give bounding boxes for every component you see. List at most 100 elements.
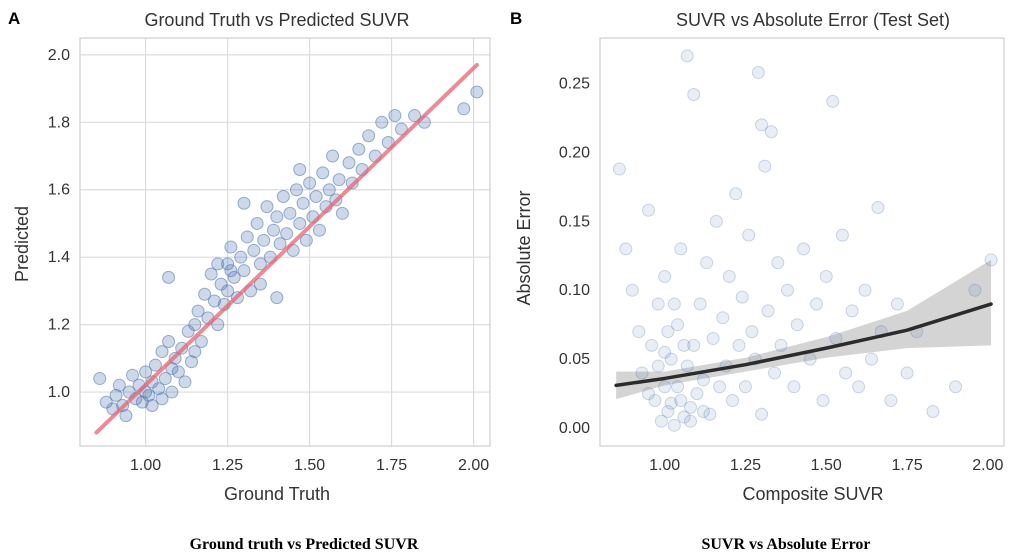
scatter-point-a bbox=[375, 115, 389, 129]
scatter-point-b bbox=[900, 366, 914, 380]
scatter-point-a bbox=[135, 395, 149, 409]
scatter-point-a bbox=[207, 294, 221, 308]
scatter-point-a bbox=[299, 233, 313, 247]
scatter-point-b bbox=[722, 269, 736, 283]
scatter-point-b bbox=[693, 297, 707, 311]
scatter-point-b bbox=[671, 318, 685, 332]
y-tick-label-b: 0.25 bbox=[559, 75, 590, 92]
scatter-point-b bbox=[726, 394, 740, 408]
scatter-point-b bbox=[758, 159, 772, 173]
x-tick-label-a: 1.00 bbox=[130, 457, 161, 474]
scatter-point-a bbox=[394, 122, 408, 136]
scatter-point-a bbox=[214, 277, 228, 291]
scatter-point-b bbox=[709, 214, 723, 228]
scatter-point-b bbox=[674, 394, 688, 408]
scatter-point-a bbox=[293, 163, 307, 177]
scatter-point-a bbox=[227, 270, 241, 284]
panel-a: A Ground Truth vs Predicted SUVR 1.00 1.2… bbox=[8, 9, 491, 553]
scatter-point-b bbox=[755, 407, 769, 421]
scatter-point-a bbox=[253, 257, 267, 271]
scatter-point-b bbox=[864, 352, 878, 366]
scatter-point-a bbox=[158, 372, 172, 386]
scatter-point-a bbox=[171, 365, 185, 379]
scatter-point-b bbox=[810, 297, 824, 311]
x-tick-label-a: 2.00 bbox=[458, 457, 489, 474]
scatter-point-a bbox=[408, 109, 422, 123]
x-tick-label-a: 1.75 bbox=[376, 457, 407, 474]
panel-letter-a: A bbox=[8, 9, 20, 28]
scatter-point-a bbox=[352, 142, 366, 156]
scatter-point-a bbox=[253, 277, 267, 291]
scatter-point-b bbox=[632, 325, 646, 339]
scatter-point-a bbox=[221, 257, 235, 271]
scatter-point-b bbox=[732, 338, 746, 352]
y-tick-label-b: 0.05 bbox=[559, 351, 590, 368]
scatter-point-b bbox=[700, 256, 714, 270]
scatter-point-b bbox=[735, 290, 749, 304]
scatter-point-a bbox=[211, 318, 225, 332]
scatter-point-b bbox=[654, 414, 668, 428]
scatter-point-a bbox=[185, 355, 199, 369]
scatter-point-a bbox=[250, 216, 264, 230]
scatter-point-a bbox=[270, 210, 284, 224]
x-axis-label-a: Ground Truth bbox=[224, 484, 330, 504]
scatter-point-b bbox=[671, 380, 685, 394]
x-tick-label-b: 1.50 bbox=[811, 457, 842, 474]
scatter-point-b bbox=[771, 256, 785, 270]
scatter-point-b bbox=[761, 304, 775, 318]
y-tick-label-a: 1.6 bbox=[48, 182, 70, 199]
fit-line-b bbox=[614, 302, 993, 388]
scatter-point-a bbox=[309, 189, 323, 203]
scatter-point-a bbox=[224, 240, 238, 254]
scatter-point-a bbox=[191, 304, 205, 318]
scatter-point-a bbox=[119, 409, 133, 423]
scatter-point-b bbox=[696, 373, 710, 387]
scatter-point-b bbox=[651, 359, 665, 373]
scatter-point-b bbox=[674, 242, 688, 256]
scatter-point-b bbox=[797, 242, 811, 256]
scatter-point-b bbox=[667, 418, 681, 432]
scatter-point-a bbox=[188, 345, 202, 359]
y-tick-label-a: 1.2 bbox=[48, 317, 70, 334]
scatter-point-b bbox=[984, 253, 998, 267]
scatter-point-b bbox=[755, 118, 769, 132]
scatter-point-b bbox=[619, 242, 633, 256]
x-tick-label-a: 1.25 bbox=[212, 457, 243, 474]
scatter-point-a bbox=[276, 189, 290, 203]
panel-letter-b: B bbox=[510, 9, 522, 28]
scatter-point-a bbox=[267, 223, 281, 237]
scatter-point-a bbox=[198, 287, 212, 301]
scatter-point-b bbox=[664, 396, 678, 410]
scatter-point-b bbox=[635, 366, 649, 380]
scatter-point-a bbox=[152, 382, 166, 396]
plot-area-b: 1.00 1.25 1.50 1.75 2.00 0.00 0.05 0.10 0.15 0.20… bbox=[559, 37, 1005, 474]
scatter-point-b bbox=[790, 318, 804, 332]
scatter-point-b bbox=[612, 162, 626, 176]
scatter-point-b bbox=[658, 380, 672, 394]
x-tick-label-b: 2.00 bbox=[972, 457, 1003, 474]
scatter-point-a bbox=[457, 102, 471, 116]
scatter-point-b bbox=[742, 228, 756, 242]
plot-area-a: 1.00 1.25 1.50 1.75 2.00 1.0 1.2 1.4 1.6 1.8 2.0 bbox=[48, 37, 491, 474]
scatter-point-a bbox=[155, 392, 169, 406]
scatter-point-a bbox=[293, 216, 307, 230]
scatter-point-b bbox=[661, 405, 675, 419]
scatter-point-b bbox=[751, 65, 765, 79]
chart-title-b: SUVR vs Absolute Error (Test Set) bbox=[676, 10, 950, 30]
scatter-point-a bbox=[326, 149, 340, 163]
scatter-point-b bbox=[829, 331, 843, 345]
scatter-point-a bbox=[470, 85, 484, 99]
y-tick-label-b: 0.15 bbox=[559, 213, 590, 230]
scatter-point-a bbox=[237, 264, 251, 278]
scatter-point-b bbox=[884, 394, 898, 408]
scatter-point-b bbox=[890, 297, 904, 311]
scatter-point-a bbox=[178, 375, 192, 389]
scatter-point-a bbox=[155, 345, 169, 359]
scatter-point-a bbox=[162, 334, 176, 348]
scatter-point-b bbox=[696, 405, 710, 419]
scatter-point-a bbox=[142, 388, 156, 402]
scatter-point-a bbox=[188, 318, 202, 332]
scatter-point-b bbox=[645, 338, 659, 352]
scatter-point-a bbox=[362, 129, 376, 143]
